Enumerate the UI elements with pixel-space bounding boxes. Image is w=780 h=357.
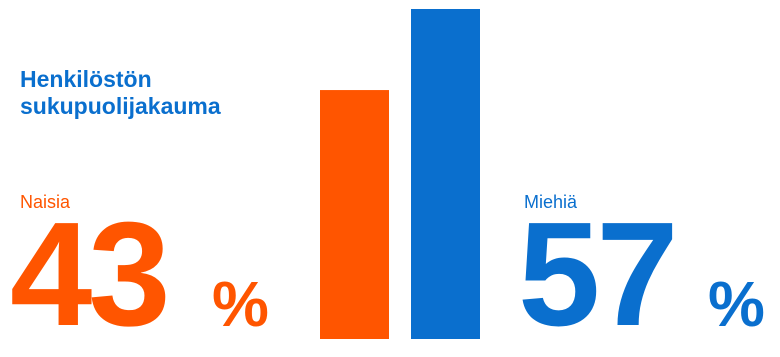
- value-naisia: 43: [10, 192, 171, 357]
- bar-miehia: [411, 9, 480, 339]
- label-naisia: Naisia: [20, 192, 71, 212]
- percent-sign-naisia: %: [212, 268, 269, 340]
- percent-sign-miehia: %: [708, 268, 765, 340]
- bar-chart: [320, 9, 480, 339]
- chart-title: Henkilöstön sukupuolijakauma: [20, 66, 221, 119]
- label-miehia: Miehiä: [524, 192, 578, 212]
- bar-naisia: [320, 90, 389, 339]
- value-miehia: 57: [518, 192, 679, 357]
